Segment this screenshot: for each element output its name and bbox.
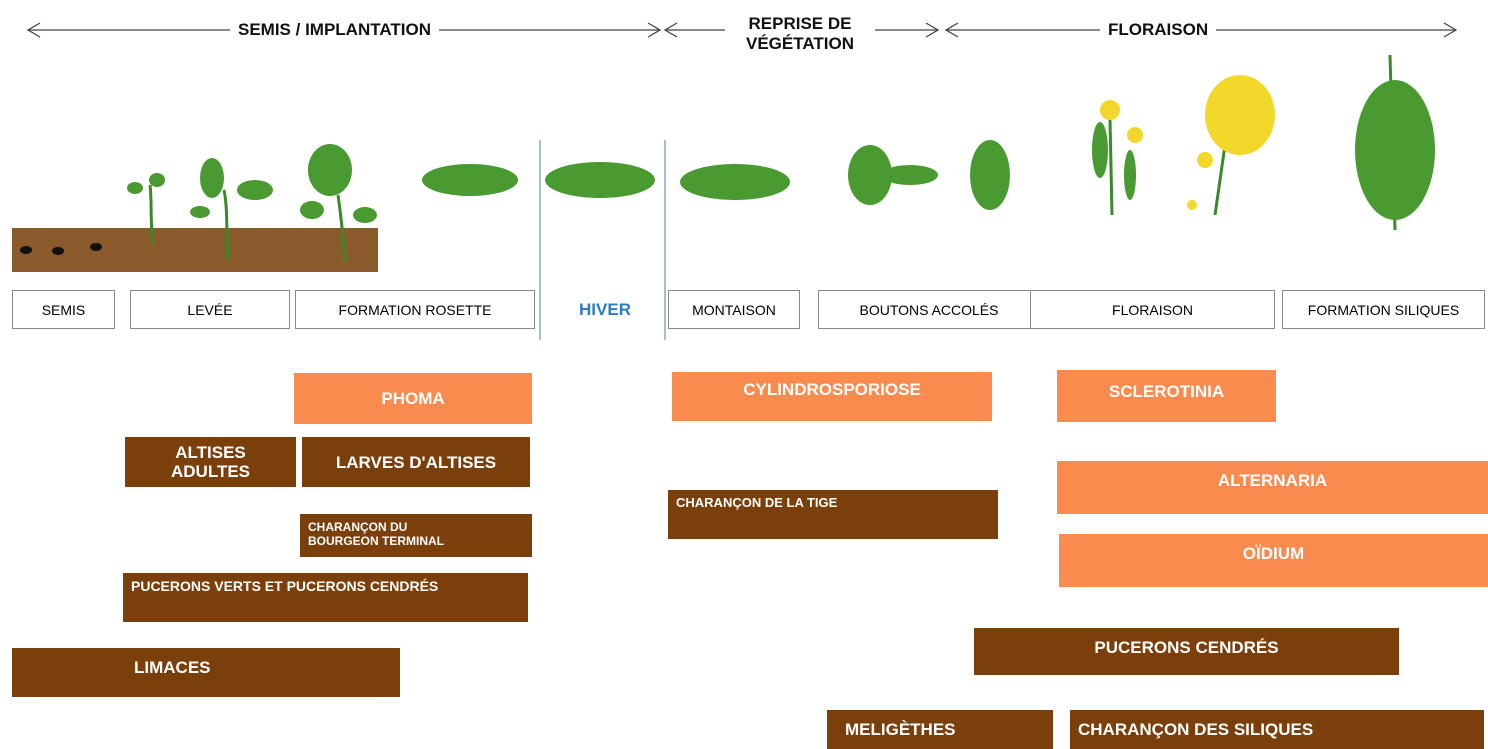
stage-box: SEMIS (12, 290, 115, 329)
disease-bar: OÏDIUM (1059, 534, 1488, 587)
pest-bar: MELIGÈTHES (827, 710, 1053, 749)
pest-bar: ALTISES ADULTES (125, 437, 296, 487)
stage-box: MONTAISON (668, 290, 800, 329)
pest-bar: CHARANÇON DU BOURGEON TERMINAL (300, 514, 532, 557)
stage-box: BOUTONS ACCOLÉS (818, 290, 1040, 329)
disease-bar: ALTERNARIA (1057, 461, 1488, 514)
pest-bar: LIMACES (12, 648, 400, 697)
stage-box: FORMATION ROSETTE (295, 290, 535, 329)
stage-box: HIVER (550, 290, 660, 329)
disease-bar: SCLEROTINIA (1057, 370, 1276, 422)
phase-label: REPRISE DE VÉGÉTATION (725, 14, 875, 54)
phase-label: SEMIS / IMPLANTATION (230, 20, 439, 40)
page: SEMIS / IMPLANTATION REPRISE DE VÉGÉTATI… (0, 0, 1488, 749)
stage-box: LEVÉE (130, 290, 290, 329)
phase-label: FLORAISON (1100, 20, 1216, 40)
stage-box: FLORAISON (1030, 290, 1275, 329)
pest-bar: CHARANÇON DE LA TIGE (668, 490, 998, 539)
pest-bar: PUCERONS VERTS ET PUCERONS CENDRÉS (123, 573, 528, 622)
disease-bar: PHOMA (294, 373, 532, 424)
pest-bar: CHARANÇON DES SILIQUES (1070, 710, 1484, 749)
pest-bar: PUCERONS CENDRÉS (974, 628, 1399, 675)
stage-box: FORMATION SILIQUES (1282, 290, 1485, 329)
pest-bar: LARVES D'ALTISES (302, 437, 530, 487)
disease-bar: CYLINDROSPORIOSE (672, 372, 992, 421)
